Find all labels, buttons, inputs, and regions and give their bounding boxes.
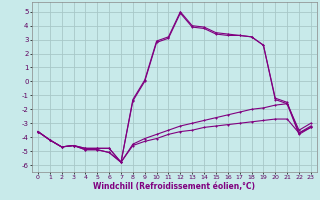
X-axis label: Windchill (Refroidissement éolien,°C): Windchill (Refroidissement éolien,°C): [93, 182, 255, 191]
